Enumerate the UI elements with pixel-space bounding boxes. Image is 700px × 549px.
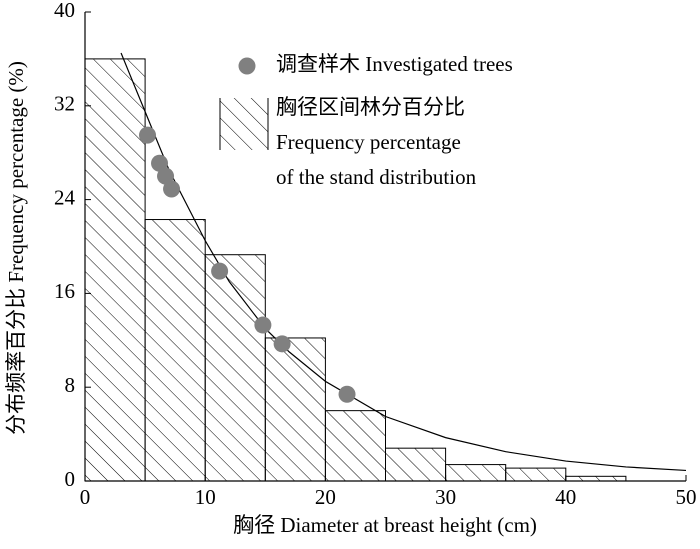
y-tick-label: 8 [65, 373, 76, 397]
scatter-point [254, 316, 272, 334]
x-tick-label: 50 [676, 485, 697, 509]
x-tick-label: 20 [315, 485, 336, 509]
scatter-point [157, 167, 175, 185]
histogram-bar [144, 219, 206, 482]
x-tick-label: 0 [80, 485, 91, 509]
histogram-bar [505, 467, 567, 482]
x-tick-label: 40 [555, 485, 576, 509]
histogram-bar [204, 254, 266, 482]
x-tick-label: 10 [195, 485, 216, 509]
histogram-bar [84, 58, 146, 482]
scatter-point [151, 154, 169, 172]
y-axis-label: 分布频率百分比 Frequency percentage (%) [4, 61, 28, 435]
scatter-point [139, 126, 157, 144]
legend-swatch [220, 98, 268, 150]
x-axis-label: 胸径 Diameter at breast height (cm) [233, 513, 537, 537]
histogram-bar [385, 447, 447, 482]
x-tick-label: 30 [435, 485, 456, 509]
scatter-point [163, 180, 181, 198]
y-tick-label: 32 [54, 92, 75, 116]
scatter-point [273, 335, 291, 353]
histogram-bar [324, 410, 386, 482]
histogram-bar [445, 464, 507, 482]
scatter-point [338, 385, 356, 403]
y-tick-label: 16 [54, 279, 75, 303]
histogram-bar [264, 337, 326, 482]
y-tick-label: 0 [65, 467, 76, 491]
legend-marker [238, 57, 256, 75]
histogram-bar [565, 475, 627, 482]
y-tick-label: 40 [54, 0, 75, 22]
legend-label: Frequency percentage [276, 130, 461, 154]
legend-label: 胸径区间林分百分比 [276, 95, 465, 119]
y-tick-label: 24 [54, 185, 76, 209]
legend-label: of the stand distribution [276, 165, 477, 189]
scatter-point [211, 262, 229, 280]
legend-label: 调查样木 Investigated trees [276, 52, 513, 76]
